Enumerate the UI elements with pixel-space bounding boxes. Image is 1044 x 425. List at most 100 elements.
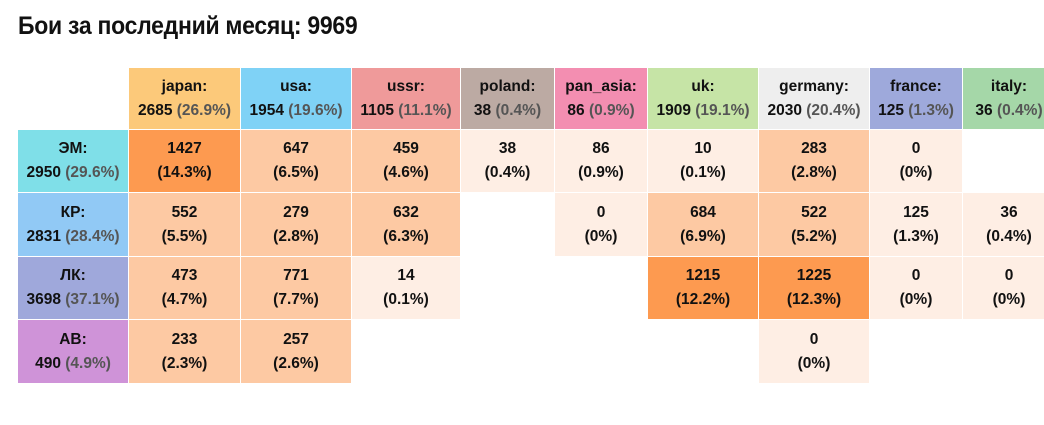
page-title: Бои за последний месяц: 9969 xyxy=(18,12,358,40)
row-header-count: 2950 xyxy=(26,164,61,181)
column-header-usa: usa: 1954 (19.6%) xyxy=(241,68,351,129)
row-header-total: 490 (4.9%) xyxy=(35,352,111,376)
empty-cell xyxy=(870,320,962,383)
column-header-name: usa: xyxy=(280,77,312,95)
column-header-total: 1105 (11.1%) xyxy=(360,99,451,123)
data-cell: 0 (0%) xyxy=(759,320,869,383)
column-header-name: germany: xyxy=(779,77,849,95)
column-header-name: ussr: xyxy=(387,77,425,95)
column-header-percent: (1.3%) xyxy=(908,101,954,119)
data-cell-count: 647 xyxy=(283,140,309,157)
column-header-percent: (0.4%) xyxy=(996,101,1043,119)
data-cell: 473 (4.7%) xyxy=(129,257,240,319)
data-cell: 233 (2.3%) xyxy=(129,320,240,383)
data-cell-count: 283 xyxy=(801,140,827,157)
row-header-name: ЛК: xyxy=(60,267,86,284)
row-header-total: 2950 (29.6%) xyxy=(26,161,119,185)
data-cell: 0 (0%) xyxy=(870,257,962,319)
column-header-percent: (0.4%) xyxy=(495,101,542,119)
row-header: АВ: 490 (4.9%) xyxy=(18,320,128,383)
empty-cell xyxy=(555,257,647,319)
column-header-count: 1909 xyxy=(656,101,691,119)
column-header-name: pan_asia: xyxy=(565,77,637,95)
empty-cell xyxy=(963,320,1044,383)
data-cell-percent: (0%) xyxy=(797,354,831,372)
column-header-count: 2030 xyxy=(767,101,802,119)
column-header-percent: (19.6%) xyxy=(288,101,343,119)
column-header-total: 1954 (19.6%) xyxy=(249,99,342,123)
empty-cell xyxy=(461,320,554,383)
row-header-count: 2831 xyxy=(26,227,61,245)
data-cell-percent: (0.9%) xyxy=(578,164,624,181)
data-cell: 125 (1.3%) xyxy=(870,193,962,256)
column-header-ussr: ussr: 1105 (11.1%) xyxy=(352,68,460,129)
data-cell-count: 473 xyxy=(171,267,198,284)
data-cell-percent: (1.3%) xyxy=(893,227,939,245)
data-cell-percent: (0.4%) xyxy=(986,227,1032,245)
data-cell: 38 (0.4%) xyxy=(461,130,554,192)
column-header-count: 38 xyxy=(473,101,492,119)
data-cell-percent: (0.1%) xyxy=(680,164,726,181)
row-header-name: КР: xyxy=(60,203,86,221)
row-header-count: 490 xyxy=(35,354,61,372)
data-cell-percent: (0%) xyxy=(899,164,933,181)
data-cell-percent: (2.6%) xyxy=(273,354,319,372)
data-cell-count: 552 xyxy=(171,203,198,221)
row-header-count: 3698 xyxy=(26,291,61,308)
data-cell-percent: (0%) xyxy=(899,291,933,308)
battle-stats-table: japan: 2685 (26.9%) usa: 1954 (19.6%) ussr: 1… xyxy=(18,68,1044,383)
data-cell-count: 10 xyxy=(694,140,712,157)
column-header-percent: (19.1%) xyxy=(695,101,750,119)
data-cell-percent: (6.3%) xyxy=(383,227,429,245)
column-header-count: 36 xyxy=(975,101,993,119)
data-cell: 522 (5.2%) xyxy=(759,193,869,256)
column-header-uk: uk: 1909 (19.1%) xyxy=(648,68,758,129)
data-cell-count: 0 xyxy=(911,140,921,157)
column-header-percent: (0.9%) xyxy=(588,101,635,119)
data-cell-count: 125 xyxy=(903,203,929,221)
data-cell-count: 459 xyxy=(393,140,419,157)
data-cell-count: 38 xyxy=(498,140,517,157)
data-cell: 0 (0%) xyxy=(963,257,1044,319)
column-header-france: france: 125 (1.3%) xyxy=(870,68,962,129)
data-cell-count: 632 xyxy=(393,203,419,221)
data-cell: 279 (2.8%) xyxy=(241,193,351,256)
column-header-pan_asia: pan_asia: 86 (0.9%) xyxy=(555,68,647,129)
data-cell: 14 (0.1%) xyxy=(352,257,460,319)
empty-cell xyxy=(461,257,554,319)
data-cell-count: 522 xyxy=(801,203,827,221)
data-cell-count: 14 xyxy=(397,267,415,284)
data-cell: 1225 (12.3%) xyxy=(759,257,869,319)
data-cell-percent: (4.7%) xyxy=(161,291,208,308)
column-header-total: 125 (1.3%) xyxy=(878,99,954,123)
row-header: ЛК: 3698 (37.1%) xyxy=(18,257,128,319)
data-cell-percent: (2.8%) xyxy=(791,164,837,181)
data-cell-percent: (14.3%) xyxy=(157,164,212,181)
data-cell-count: 279 xyxy=(283,203,309,221)
column-header-name: france: xyxy=(890,77,942,95)
empty-cell xyxy=(963,130,1044,192)
data-cell-percent: (12.2%) xyxy=(675,291,731,308)
data-cell: 771 (7.7%) xyxy=(241,257,351,319)
column-header-count: 1105 xyxy=(360,101,394,119)
column-header-count: 86 xyxy=(567,101,585,119)
column-header-total: 86 (0.9%) xyxy=(567,99,634,123)
empty-cell xyxy=(555,320,647,383)
column-header-total: 2685 (26.9%) xyxy=(138,99,231,123)
column-header-japan: japan: 2685 (26.9%) xyxy=(129,68,240,129)
empty-cell xyxy=(352,320,460,383)
table-corner xyxy=(18,68,128,129)
data-cell-percent: (0%) xyxy=(584,227,618,245)
row-header-percent: (28.4%) xyxy=(65,227,120,245)
row-header-percent: (29.6%) xyxy=(65,164,120,181)
data-cell-percent: (7.7%) xyxy=(273,291,319,308)
data-cell: 0 (0%) xyxy=(555,193,647,256)
row-header-name: ЭМ: xyxy=(58,140,88,157)
column-header-name: poland: xyxy=(479,77,536,95)
column-header-italy: italy: 36 (0.4%) xyxy=(963,68,1044,129)
data-cell: 1215 (12.2%) xyxy=(648,257,758,319)
column-header-count: 2685 xyxy=(137,101,173,119)
row-header: ЭМ: 2950 (29.6%) xyxy=(18,130,128,192)
data-cell-percent: (2.8%) xyxy=(273,227,319,245)
data-cell: 1427 (14.3%) xyxy=(129,130,240,192)
